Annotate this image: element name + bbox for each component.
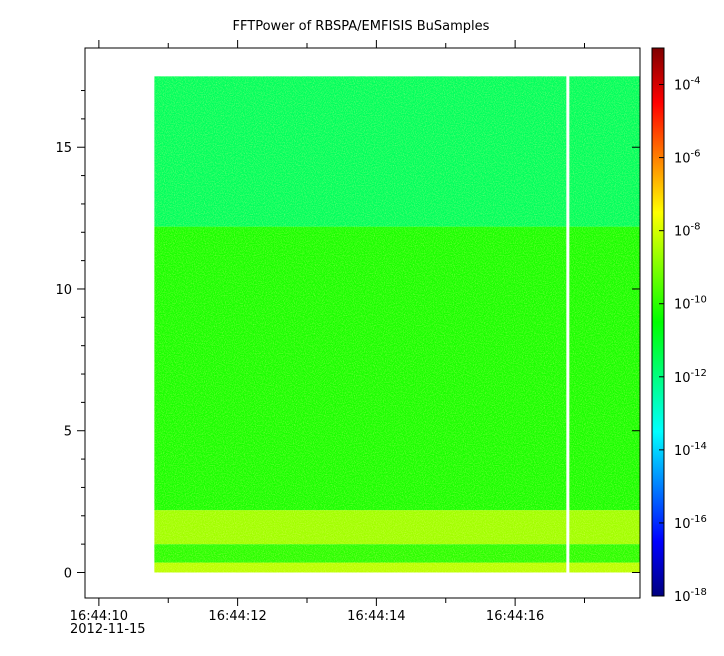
y-tick-label: 0 <box>64 566 72 581</box>
x-date-label: 2012-11-15 <box>70 622 146 637</box>
y-tick-label: 10 <box>55 283 72 298</box>
colorbar-tick-label: 10-6 <box>674 149 701 167</box>
noise-texture <box>154 76 640 573</box>
colorbar-tick-label: 10-10 <box>674 295 707 313</box>
colorbar <box>651 47 665 597</box>
colorbar-tick-label: 10-12 <box>674 368 707 386</box>
x-axis: 16:44:10 16:44:12 16:44:14 16:44:16 <box>70 40 585 624</box>
y-axis: 0 5 10 15 <box>55 90 640 581</box>
y-tick-label: 5 <box>64 425 72 440</box>
x-tick-label: 16:44:14 <box>347 609 405 624</box>
colorbar-tick-label: 10-4 <box>674 76 701 94</box>
colorbar-tick-label: 10-8 <box>674 222 701 240</box>
colorbar-axis: 10-18 10-16 10-14 10-12 10-10 10-8 10-6 10-4 <box>659 76 707 605</box>
colorbar-tick-label: 10-16 <box>674 514 707 532</box>
x-tick-label: 16:44:10 <box>70 609 128 624</box>
colorbar-tick-label: 10-18 <box>674 587 707 605</box>
colorbar-tick-label: 10-14 <box>674 441 707 459</box>
plot-frame <box>84 47 641 599</box>
chart-title: FFTPower of RBSPA/EMFISIS BuSamples <box>233 19 490 34</box>
x-tick-label: 16:44:16 <box>486 609 544 624</box>
spectrogram-data <box>154 75 640 574</box>
y-tick-label: 15 <box>55 141 72 156</box>
x-tick-label: 16:44:12 <box>208 609 266 624</box>
data-gap <box>566 75 570 574</box>
